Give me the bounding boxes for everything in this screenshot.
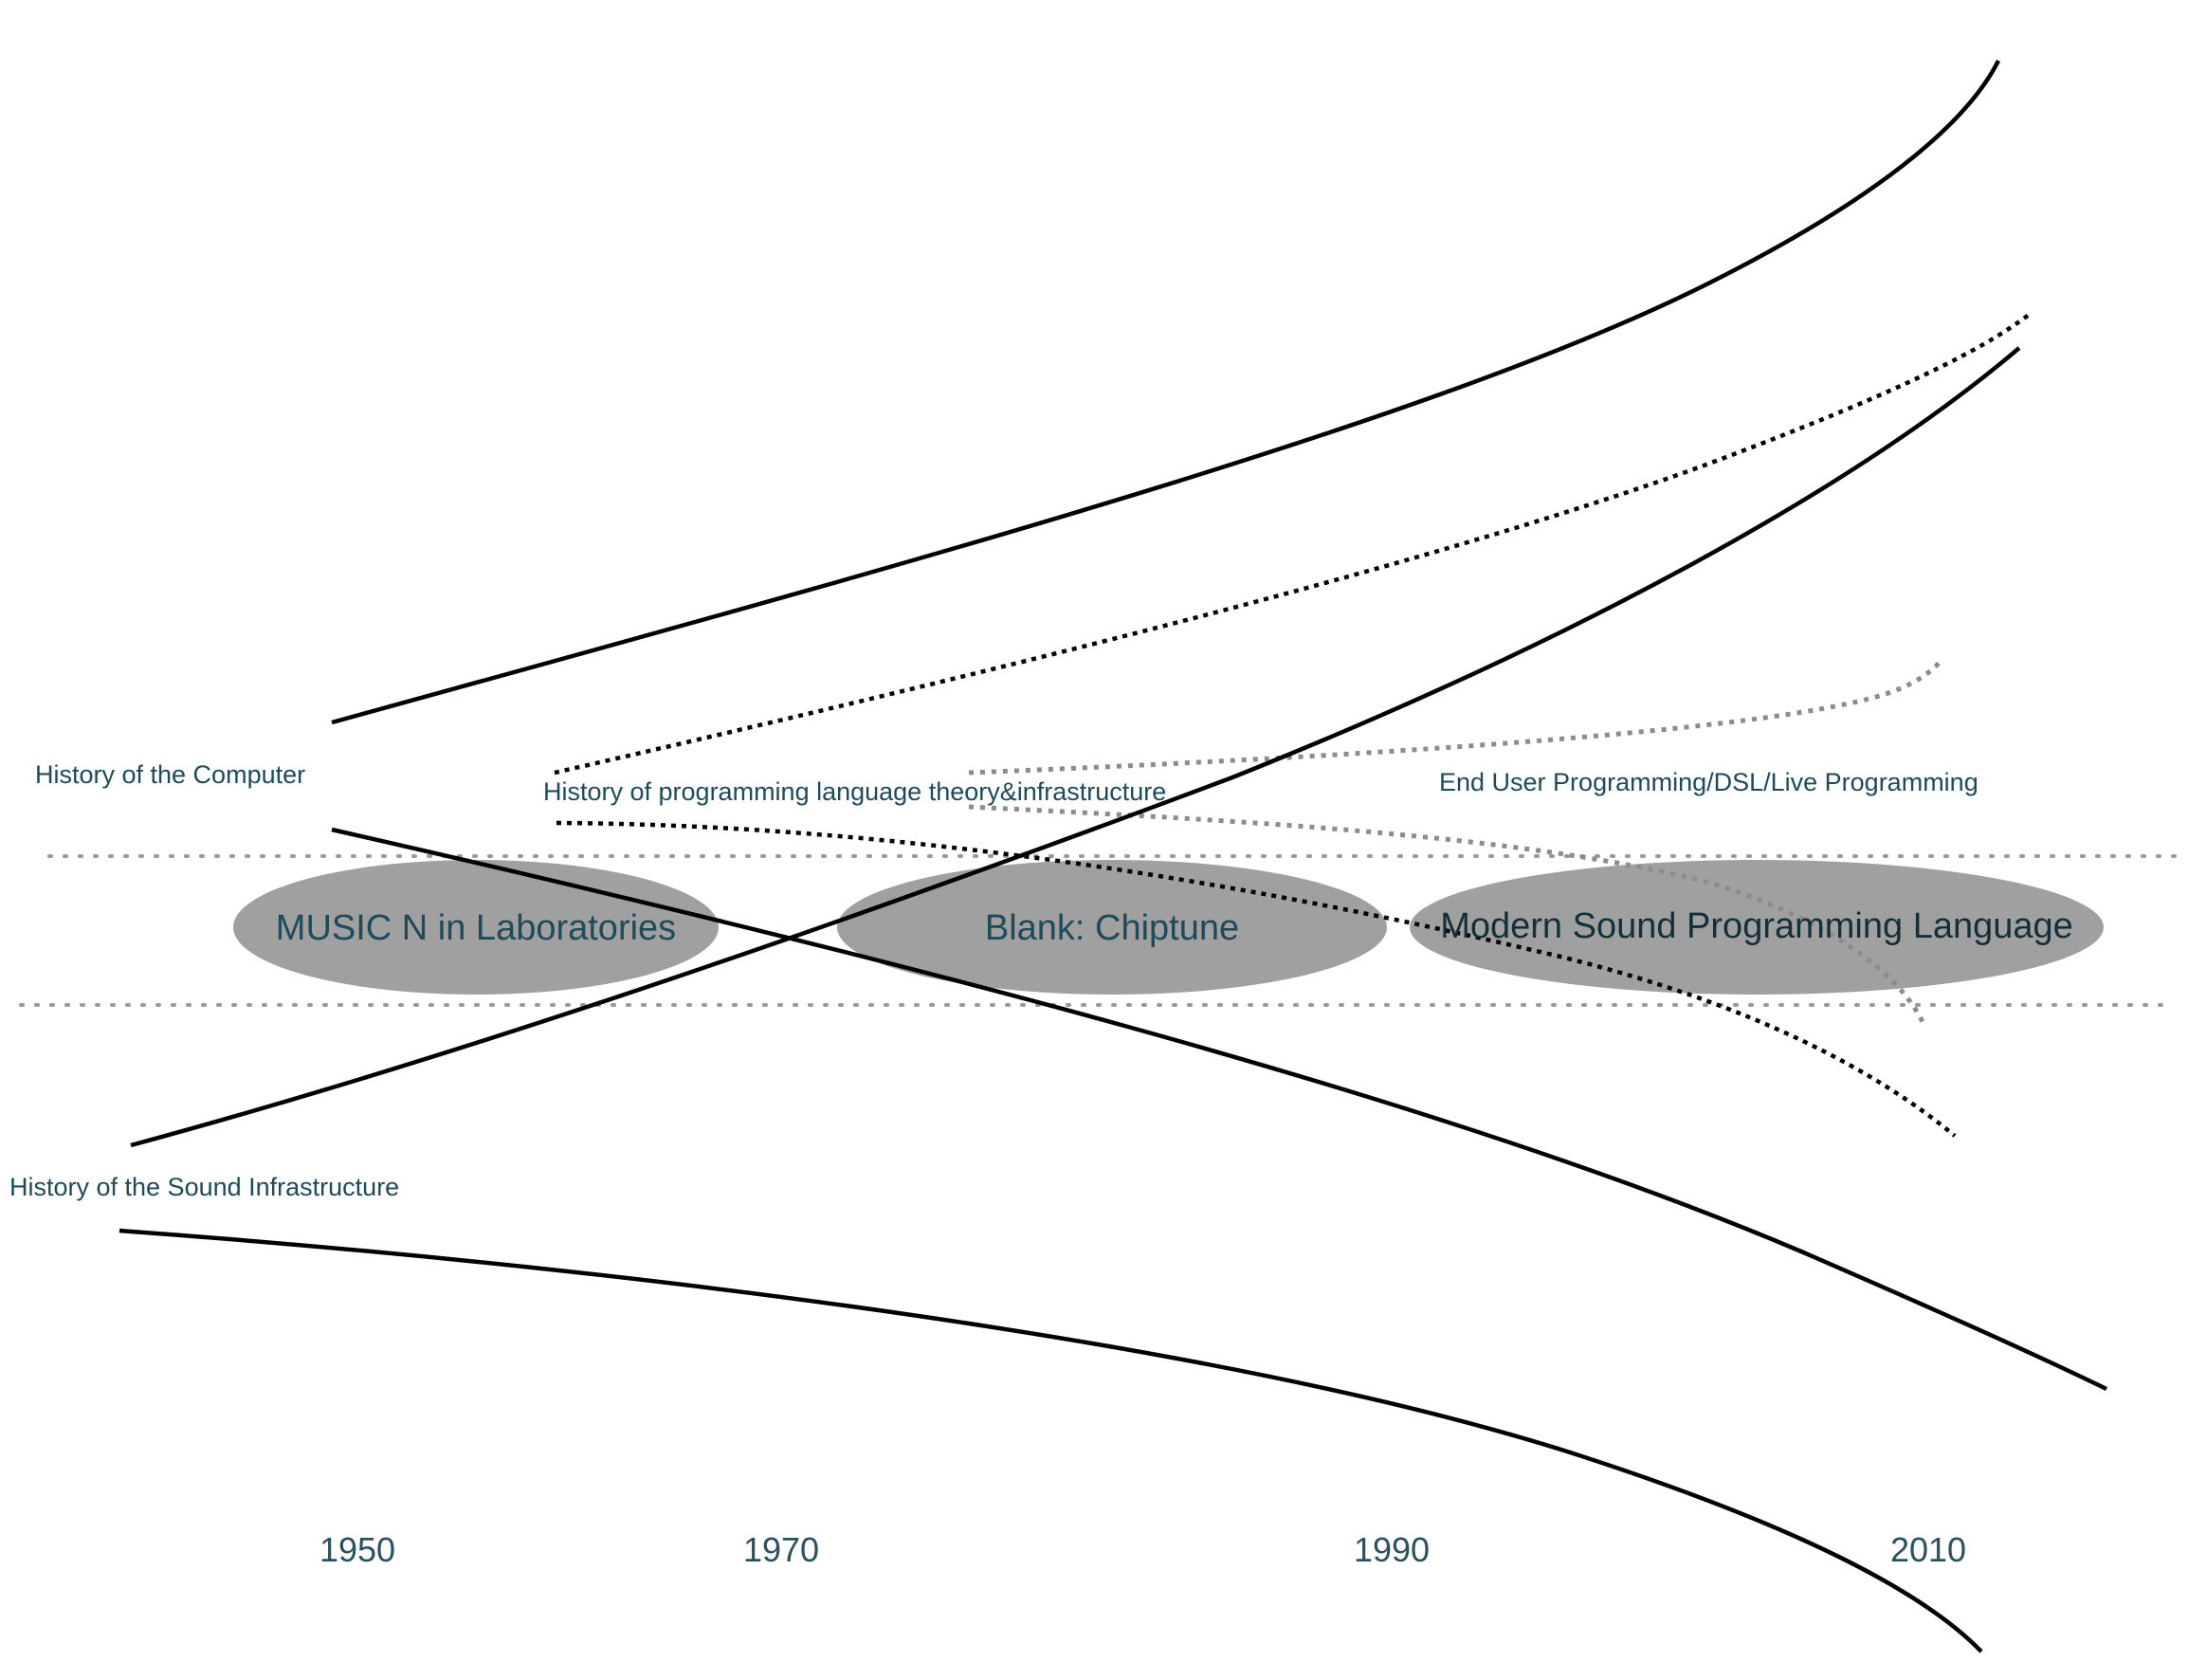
era-chiptune-ellipse bbox=[837, 860, 1387, 995]
year-label: 1970 bbox=[743, 1530, 819, 1569]
sound-stream-lower-line bbox=[119, 1228, 1983, 1653]
year-label: 1950 bbox=[319, 1530, 395, 1569]
computer-stream-lower-line bbox=[331, 827, 2107, 1392]
computer-stream-label: History of the Computer bbox=[35, 760, 305, 789]
end-user-stream-label: End User Programming/DSL/Live Programmin… bbox=[1439, 768, 1978, 796]
language-stream-upper-line bbox=[554, 313, 2031, 776]
era-music-n-ellipse bbox=[233, 860, 719, 995]
era-music-n-label: MUSIC N in Laboratories bbox=[276, 908, 676, 948]
language-stream-label: History of programming language theory&i… bbox=[543, 777, 1166, 806]
sound-stream-label: History of the Sound Infrastructure bbox=[9, 1173, 399, 1201]
era-modern-ellipse bbox=[1410, 860, 2104, 995]
era-chiptune-label: Blank: Chiptune bbox=[985, 908, 1239, 948]
year-label: 2010 bbox=[1890, 1530, 1966, 1569]
era-modern-label: Modern Sound Programming Language bbox=[1440, 906, 2073, 946]
language-stream-lower-line bbox=[556, 820, 1957, 1138]
sound-stream-upper-line bbox=[130, 346, 2021, 1148]
end-user-stream-upper-line bbox=[968, 658, 1943, 776]
computer-stream-upper-line bbox=[331, 59, 2001, 725]
year-label: 1990 bbox=[1354, 1530, 1430, 1569]
